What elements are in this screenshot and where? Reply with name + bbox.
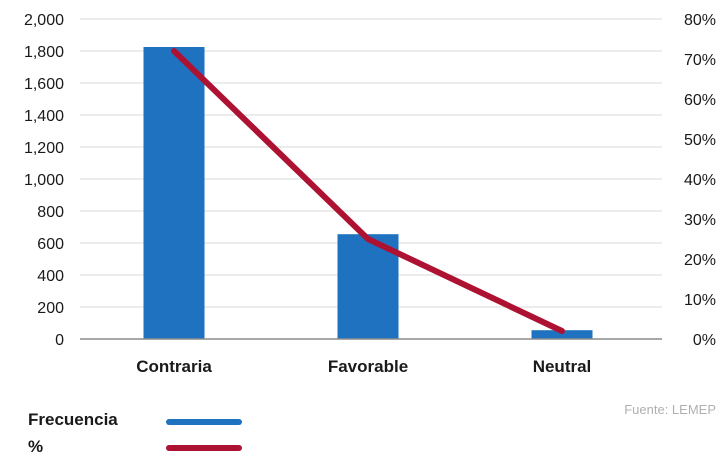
- bar-series: [143, 47, 593, 339]
- right-tick-label: 10%: [684, 292, 716, 309]
- source-note: Fuente: LEMEP: [624, 402, 716, 417]
- legend-label-frecuencia: Frecuencia: [28, 410, 118, 429]
- legend-swatch-frecuencia: [166, 419, 242, 425]
- right-tick-label: 20%: [684, 252, 716, 269]
- category-label: Favorable: [328, 357, 408, 376]
- legend-label-percent: %: [28, 437, 44, 456]
- right-axis: 0% 10% 20% 30% 40% 50% 60% 70% 80%: [684, 12, 716, 349]
- bar-neutral: [531, 330, 593, 339]
- right-tick-label: 30%: [684, 212, 716, 229]
- right-tick-label: 0%: [693, 332, 716, 349]
- category-label: Contraria: [136, 357, 212, 376]
- left-tick-label: 600: [37, 236, 64, 253]
- left-tick-label: 0: [55, 332, 64, 349]
- left-tick-label: 400: [37, 268, 64, 285]
- right-tick-label: 80%: [684, 12, 716, 29]
- legend-swatch-percent: [166, 445, 242, 451]
- left-axis: 0 200 400 600 800 1,000 1,200 1,400 1,600 1,800 2,…: [24, 12, 64, 349]
- right-tick-label: 70%: [684, 52, 716, 69]
- left-tick-label: 1,600: [24, 76, 64, 93]
- right-tick-label: 40%: [684, 172, 716, 189]
- right-tick-label: 60%: [684, 92, 716, 109]
- left-tick-label: 1,000: [24, 172, 64, 189]
- bar-contraria: [143, 47, 205, 339]
- line-series: [171, 48, 565, 334]
- category-labels: Contraria Favorable Neutral: [136, 357, 591, 376]
- left-tick-label: 1,400: [24, 108, 64, 125]
- right-tick-label: 50%: [684, 132, 716, 149]
- left-tick-label: 800: [37, 204, 64, 221]
- left-tick-label: 200: [37, 300, 64, 317]
- left-tick-label: 1,200: [24, 140, 64, 157]
- left-tick-label: 1,800: [24, 44, 64, 61]
- category-label: Neutral: [533, 357, 592, 376]
- left-tick-label: 2,000: [24, 12, 64, 29]
- percent-line: [171, 48, 565, 334]
